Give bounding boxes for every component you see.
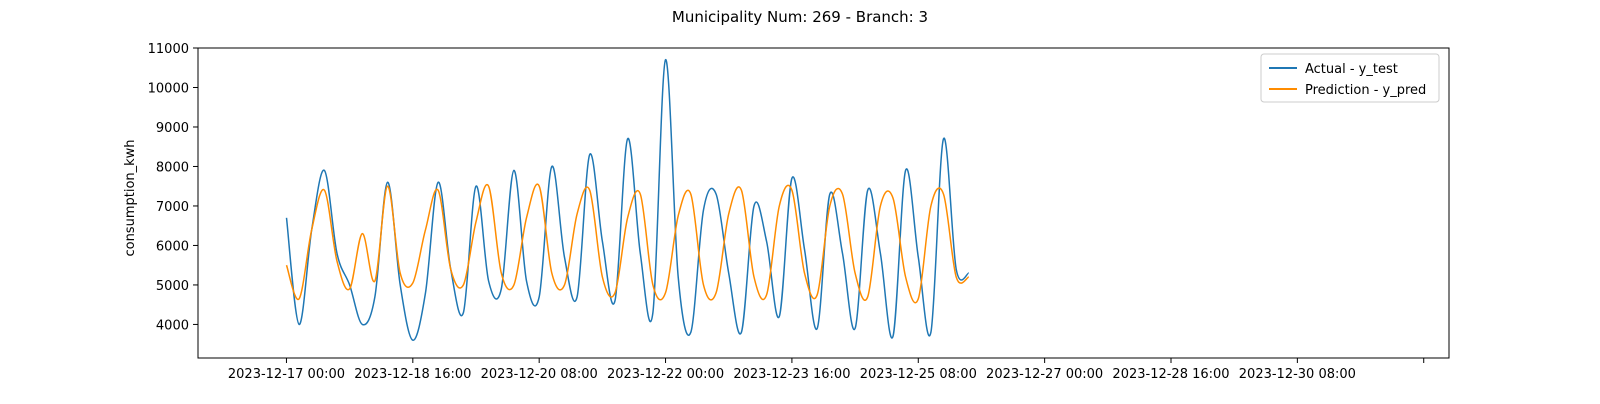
series-layer: [285, 59, 970, 341]
legend-box: [1260, 53, 1440, 103]
series-line-1: [285, 59, 970, 341]
x-tick-label: 2023-12-17 00:00: [228, 367, 345, 382]
legend: Actual - y_test Prediction - y_pred: [1260, 53, 1440, 103]
x-tick-label: 2023-12-20 08:00: [481, 367, 598, 382]
legend-label: Prediction - y_pred: [1305, 83, 1426, 98]
y-tick-label: 9000: [156, 121, 189, 136]
series-line-2: [285, 183, 970, 304]
y-tick-label: 8000: [156, 160, 189, 175]
y-tick-label: 7000: [156, 200, 189, 215]
x-tick-label: 2023-12-22 00:00: [607, 367, 724, 382]
y-axis-label: consumption_kwh: [123, 139, 138, 256]
x-axis: 2023-12-17 00:00 2023-12-18 16:00 2023-12-…: [228, 358, 1425, 382]
x-tick-label: 2023-12-25 08:00: [860, 367, 977, 382]
legend-label: Actual - y_test: [1305, 62, 1398, 77]
y-tick-label: 10000: [148, 81, 189, 96]
y-tick-label: 6000: [156, 239, 189, 254]
chart-title: Municipality Num: 269 - Branch: 3: [672, 8, 928, 26]
y-tick-label: 4000: [156, 318, 189, 333]
x-tick-label: 2023-12-18 16:00: [354, 367, 471, 382]
y-tick-label: 11000: [148, 42, 189, 57]
x-tick-label: 2023-12-27 00:00: [986, 367, 1103, 382]
x-tick-label: 2023-12-30 08:00: [1239, 367, 1356, 382]
x-tick-label: 2023-12-23 16:00: [733, 367, 850, 382]
x-tick-label: 2023-12-28 16:00: [1112, 367, 1229, 382]
y-tick-label: 5000: [156, 279, 189, 294]
plot-frame: [197, 47, 1450, 359]
y-axis: 4000 5000 6000 7000 8000 9000 10000 11000: [148, 42, 198, 333]
